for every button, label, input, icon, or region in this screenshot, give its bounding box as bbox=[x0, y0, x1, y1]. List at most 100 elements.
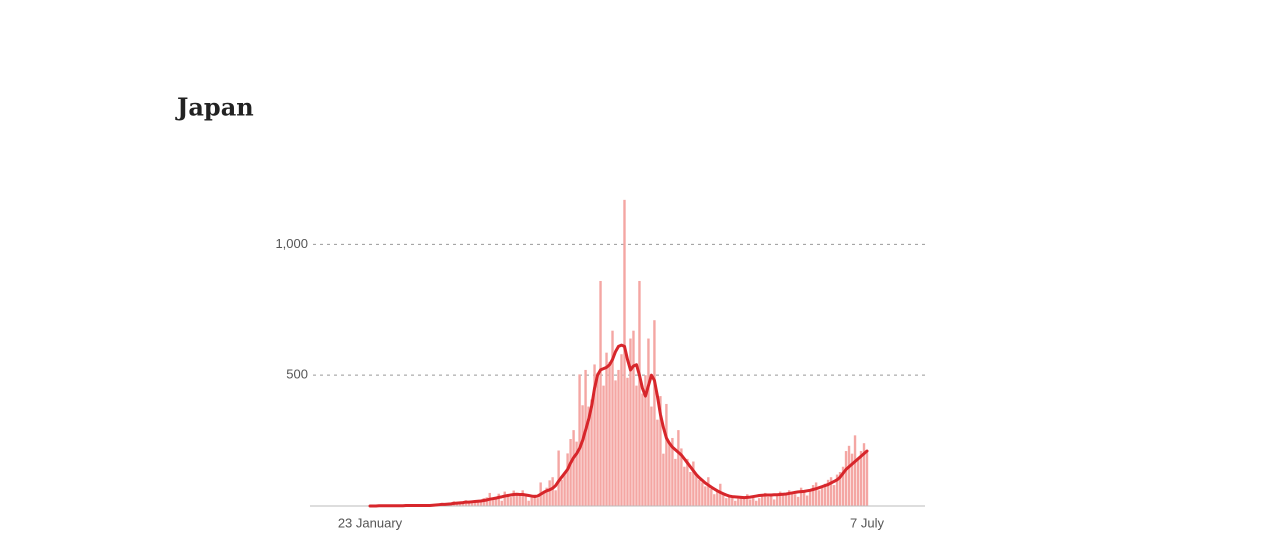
bar bbox=[707, 477, 710, 506]
bar bbox=[581, 405, 584, 506]
bar bbox=[802, 491, 806, 506]
bar bbox=[710, 488, 713, 506]
bar bbox=[811, 485, 815, 506]
bar bbox=[820, 486, 824, 506]
bar bbox=[823, 483, 827, 506]
bar bbox=[734, 500, 737, 506]
bar bbox=[817, 490, 821, 506]
bar bbox=[835, 474, 839, 506]
bar bbox=[566, 453, 569, 506]
bar bbox=[862, 443, 866, 506]
bar bbox=[784, 494, 788, 506]
bar bbox=[641, 393, 644, 506]
bar bbox=[731, 495, 734, 506]
average-line bbox=[368, 343, 869, 508]
y-tick-label: 1,000 bbox=[275, 236, 308, 251]
bar bbox=[515, 494, 518, 506]
bar bbox=[755, 500, 758, 506]
bar bbox=[719, 483, 722, 506]
bar bbox=[665, 403, 668, 506]
bar bbox=[743, 498, 746, 506]
bar bbox=[799, 487, 803, 506]
bar bbox=[674, 458, 677, 506]
bar bbox=[578, 374, 581, 506]
bar bbox=[767, 496, 770, 506]
bar bbox=[647, 338, 650, 506]
bar bbox=[473, 501, 476, 506]
bar bbox=[790, 492, 794, 506]
bar bbox=[829, 477, 833, 506]
bar bbox=[728, 496, 731, 506]
bar bbox=[713, 494, 716, 506]
bar bbox=[530, 497, 533, 506]
bar bbox=[787, 490, 791, 506]
bar bbox=[569, 439, 572, 506]
bar bbox=[847, 445, 851, 506]
bar bbox=[521, 490, 524, 506]
bar bbox=[796, 496, 800, 506]
y-tick-label: 500 bbox=[286, 367, 308, 382]
bar bbox=[850, 453, 854, 506]
bar bbox=[772, 499, 776, 506]
bar bbox=[865, 451, 869, 506]
bar bbox=[575, 441, 578, 506]
bar bbox=[572, 430, 575, 506]
bar bbox=[602, 385, 605, 506]
bar bbox=[838, 471, 842, 506]
bar bbox=[509, 497, 512, 506]
bar bbox=[689, 471, 692, 506]
bar bbox=[814, 482, 818, 506]
chart-title: Japan bbox=[175, 93, 254, 122]
bar bbox=[683, 466, 686, 506]
bar bbox=[497, 493, 500, 506]
bar bbox=[545, 487, 548, 506]
bar bbox=[542, 491, 545, 506]
bar bbox=[662, 453, 665, 506]
bar bbox=[626, 377, 629, 506]
bar bbox=[793, 494, 797, 506]
bar bbox=[746, 494, 749, 506]
bar bbox=[620, 354, 623, 506]
bar bbox=[476, 500, 479, 506]
bar bbox=[856, 458, 860, 506]
bar bbox=[470, 500, 473, 506]
bar bbox=[668, 443, 671, 506]
bar bbox=[563, 473, 566, 506]
bar bbox=[781, 495, 785, 506]
bar bbox=[656, 419, 659, 506]
bar bbox=[644, 375, 647, 506]
bar bbox=[758, 498, 761, 506]
bar bbox=[808, 488, 812, 506]
bar bbox=[635, 385, 638, 506]
bar bbox=[686, 458, 689, 506]
bar bbox=[614, 380, 617, 506]
bar bbox=[722, 492, 725, 506]
bar bbox=[491, 499, 494, 506]
bar bbox=[764, 492, 767, 506]
bar bbox=[605, 352, 608, 506]
bar bbox=[560, 479, 563, 506]
bar bbox=[778, 491, 782, 506]
bar bbox=[692, 461, 695, 506]
bar bbox=[500, 500, 503, 506]
bar bbox=[608, 362, 611, 506]
bar bbox=[632, 330, 635, 506]
bar bbox=[485, 497, 488, 506]
bar bbox=[551, 477, 554, 506]
bar bbox=[716, 490, 719, 506]
bar bbox=[761, 494, 764, 506]
bar bbox=[859, 451, 863, 506]
bar bbox=[704, 486, 707, 506]
bar bbox=[653, 320, 656, 506]
bar bbox=[599, 280, 602, 506]
bar bbox=[775, 496, 779, 506]
bar bbox=[740, 496, 743, 506]
bar bbox=[611, 330, 614, 506]
bar bbox=[701, 482, 704, 506]
bar bbox=[506, 494, 509, 506]
bar bbox=[593, 364, 596, 506]
bar bbox=[650, 406, 653, 506]
bar bbox=[698, 479, 701, 506]
bar bbox=[524, 496, 527, 506]
